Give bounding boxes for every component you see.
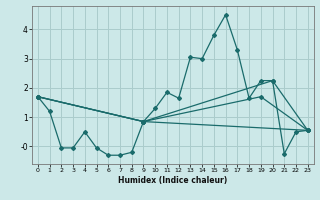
X-axis label: Humidex (Indice chaleur): Humidex (Indice chaleur) bbox=[118, 176, 228, 185]
